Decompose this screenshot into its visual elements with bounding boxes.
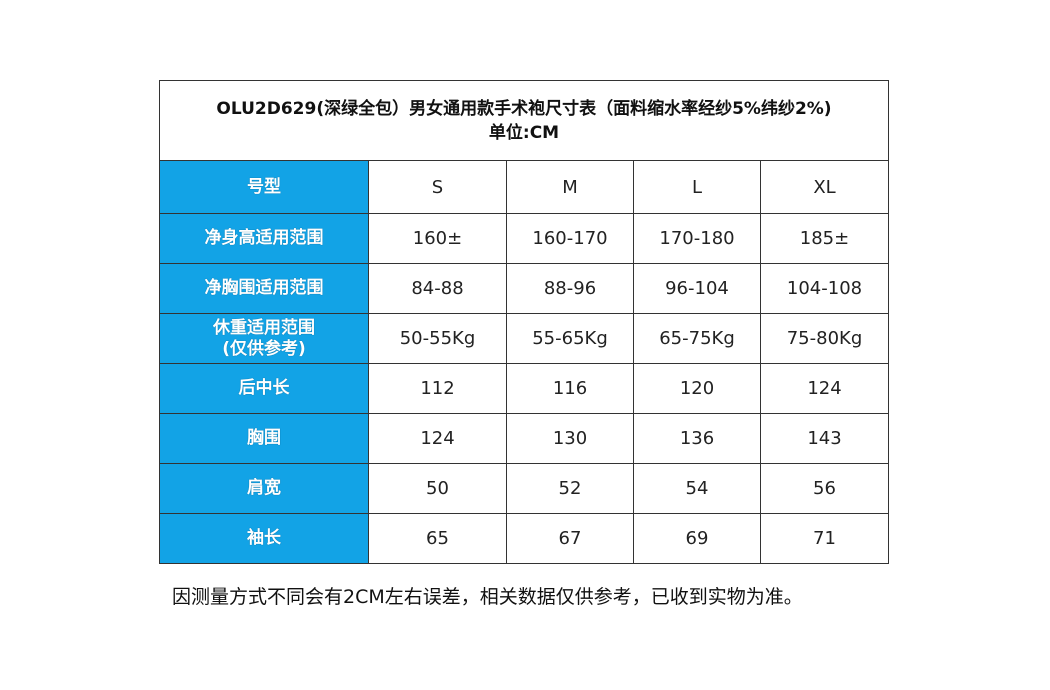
size-header-cell: XL bbox=[760, 160, 889, 214]
table-cell: 52 bbox=[506, 463, 634, 514]
table-row: 净身高适用范围 160± 160-170 170-180 185± bbox=[159, 213, 889, 264]
table-cell: 50 bbox=[368, 463, 507, 514]
table-row: 胸围 124 130 136 143 bbox=[159, 413, 889, 464]
row-label-line2: (仅供参考) bbox=[222, 338, 306, 359]
table-cell: 124 bbox=[368, 413, 507, 464]
table-cell: 55-65Kg bbox=[506, 313, 634, 364]
row-label: 净身高适用范围 bbox=[159, 213, 369, 264]
row-label: 净胸围适用范围 bbox=[159, 263, 369, 314]
row-label: 袖长 bbox=[159, 513, 369, 564]
table-row: 袖长 65 67 69 71 bbox=[159, 513, 889, 564]
table-cell: 71 bbox=[760, 513, 889, 564]
table-row: 休重适用范围 (仅供参考) 50-55Kg 55-65Kg 65-75Kg 75… bbox=[159, 313, 889, 364]
title-row: OLU2D629(深绿全包）男女通用款手术袍尺寸表（面料缩水率经纱5%纬纱2%)… bbox=[159, 80, 889, 161]
measurement-note: 因测量方式不同会有2CM左右误差，相关数据仅供参考，已收到实物为准。 bbox=[172, 586, 803, 608]
table-row: 肩宽 50 52 54 56 bbox=[159, 463, 889, 514]
table-cell: 160-170 bbox=[506, 213, 634, 264]
table-cell: 130 bbox=[506, 413, 634, 464]
size-header-label: 号型 bbox=[159, 160, 369, 214]
table-cell: 124 bbox=[760, 363, 889, 414]
table-cell: 185± bbox=[760, 213, 889, 264]
table-cell: 120 bbox=[633, 363, 761, 414]
table-row: 后中长 112 116 120 124 bbox=[159, 363, 889, 414]
table-unit: 单位:CM bbox=[488, 122, 560, 143]
table-cell: 84-88 bbox=[368, 263, 507, 314]
table-row: 净胸围适用范围 84-88 88-96 96-104 104-108 bbox=[159, 263, 889, 314]
table-cell: 170-180 bbox=[633, 213, 761, 264]
table-cell: 67 bbox=[506, 513, 634, 564]
table-cell: 96-104 bbox=[633, 263, 761, 314]
table-cell: 88-96 bbox=[506, 263, 634, 314]
row-label: 肩宽 bbox=[159, 463, 369, 514]
size-header-cell: S bbox=[368, 160, 507, 214]
row-label: 休重适用范围 (仅供参考) bbox=[159, 313, 369, 364]
table-cell: 116 bbox=[506, 363, 634, 414]
table-cell: 65 bbox=[368, 513, 507, 564]
row-label: 后中长 bbox=[159, 363, 369, 414]
table-title-main: OLU2D629(深绿全包）男女通用款手术袍尺寸表（面料缩水率经纱5%纬纱2%) bbox=[216, 98, 832, 119]
table-cell: 56 bbox=[760, 463, 889, 514]
table-cell: 143 bbox=[760, 413, 889, 464]
table-cell: 50-55Kg bbox=[368, 313, 507, 364]
table-cell: 136 bbox=[633, 413, 761, 464]
table-cell: 104-108 bbox=[760, 263, 889, 314]
table-cell: 54 bbox=[633, 463, 761, 514]
row-label: 胸围 bbox=[159, 413, 369, 464]
size-header-cell: M bbox=[506, 160, 634, 214]
size-header-cell: L bbox=[633, 160, 761, 214]
table-cell: 65-75Kg bbox=[633, 313, 761, 364]
table-cell: 160± bbox=[368, 213, 507, 264]
size-header-row: 号型 S M L XL bbox=[159, 160, 889, 214]
table-cell: 75-80Kg bbox=[760, 313, 889, 364]
size-chart-table: OLU2D629(深绿全包）男女通用款手术袍尺寸表（面料缩水率经纱5%纬纱2%)… bbox=[159, 80, 889, 564]
table-cell: 112 bbox=[368, 363, 507, 414]
table-title: OLU2D629(深绿全包）男女通用款手术袍尺寸表（面料缩水率经纱5%纬纱2%)… bbox=[159, 80, 889, 161]
row-label-line1: 休重适用范围 bbox=[213, 317, 315, 338]
table-cell: 69 bbox=[633, 513, 761, 564]
